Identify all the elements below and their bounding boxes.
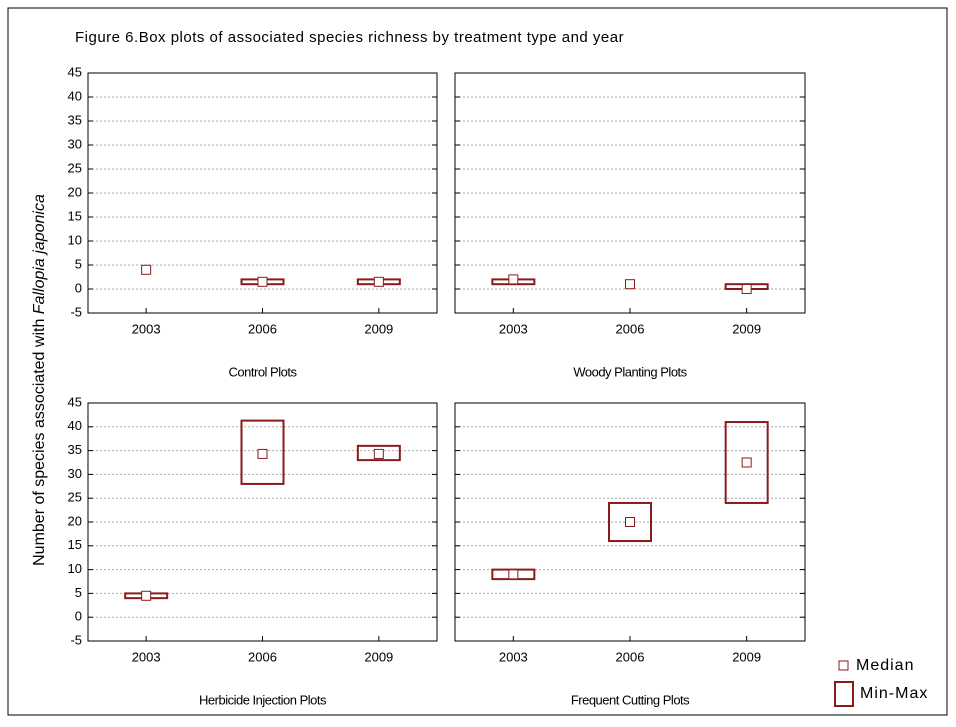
x-tick-label: 2009 <box>364 321 393 336</box>
chart-title: Figure 6.Box plots of associated species… <box>75 29 624 46</box>
y-tick-label: 35 <box>68 442 82 457</box>
y-tick-label: 40 <box>68 88 82 103</box>
outer-border <box>7 7 948 716</box>
y-tick-label: 10 <box>68 561 82 576</box>
panel-label: Herbicide Injection Plots <box>199 692 327 707</box>
median-marker <box>741 284 752 294</box>
y-tick-label: 40 <box>68 418 82 433</box>
y-tick-label: -5 <box>70 304 82 319</box>
min-max-box <box>240 419 285 485</box>
median-marker <box>741 457 752 468</box>
legend-median-icon <box>838 660 849 671</box>
y-tick-label: 5 <box>75 256 82 271</box>
median-marker <box>508 274 519 285</box>
y-tick-label: 30 <box>68 466 82 481</box>
legend-median-label: Median <box>856 657 914 674</box>
y-axis-label-text: Number of species associated with <box>31 319 48 566</box>
min-max-box <box>356 444 401 462</box>
median-marker <box>373 448 384 459</box>
x-tick-label: 2003 <box>132 321 161 336</box>
y-tick-label: 30 <box>68 136 82 151</box>
y-tick-label: 20 <box>68 184 82 199</box>
y-axis-label-species: Fallopia japonica <box>31 194 48 314</box>
median-marker <box>141 264 152 275</box>
y-tick-label: 20 <box>68 513 82 528</box>
median-marker <box>257 276 268 287</box>
panel-label: Woody Planting Plots <box>573 364 687 379</box>
x-tick-label: 2003 <box>132 649 161 664</box>
median-marker <box>257 448 268 459</box>
y-tick-label: 15 <box>68 208 82 223</box>
panel-label: Control Plots <box>229 364 298 379</box>
median-marker <box>141 590 152 601</box>
x-tick-label: 2006 <box>616 321 645 336</box>
x-tick-label: 2006 <box>248 649 277 664</box>
x-tick-label: 2009 <box>732 321 761 336</box>
y-tick-label: -5 <box>70 632 82 647</box>
median-marker <box>625 517 635 527</box>
min-max-box <box>608 501 652 543</box>
y-tick-label: 35 <box>68 112 82 127</box>
x-tick-label: 2009 <box>732 649 761 664</box>
x-tick-label: 2006 <box>248 321 277 336</box>
median-marker <box>373 276 384 287</box>
legend-range-label: Min-Max <box>860 685 928 702</box>
y-tick-label: 0 <box>75 609 82 624</box>
median-marker <box>508 569 519 580</box>
min-max-box <box>724 421 769 504</box>
y-tick-label: 25 <box>68 160 82 175</box>
panel-label: Frequent Cutting Plots <box>571 692 690 707</box>
y-tick-label: 25 <box>68 490 82 505</box>
y-tick-label: 0 <box>75 280 82 295</box>
x-tick-label: 2003 <box>499 321 528 336</box>
y-tick-label: 5 <box>75 585 82 600</box>
median-marker <box>625 279 635 290</box>
x-tick-label: 2009 <box>364 649 393 664</box>
x-tick-label: 2006 <box>616 649 645 664</box>
y-axis-label: Number of species associated with Fallop… <box>31 194 48 566</box>
y-tick-label: 10 <box>68 232 82 247</box>
y-tick-label: 15 <box>68 537 82 552</box>
y-tick-label: 45 <box>68 64 82 79</box>
x-tick-label: 2003 <box>499 649 528 664</box>
legend-range-icon <box>834 681 854 707</box>
y-tick-label: 45 <box>68 394 82 409</box>
